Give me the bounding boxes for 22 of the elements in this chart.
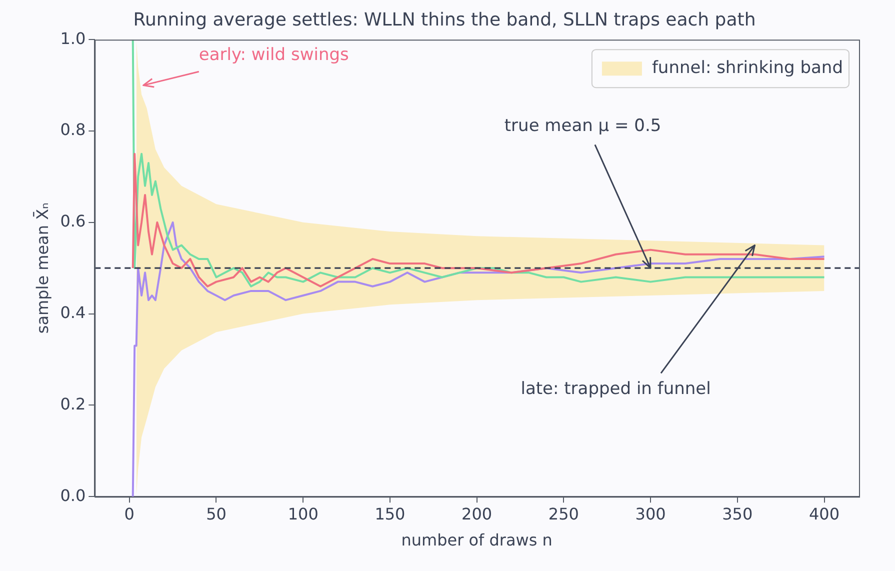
x-tick-label: 100 [288, 504, 318, 524]
y-tick-label: 0.8 [60, 120, 86, 140]
x-tick-label: 50 [206, 504, 226, 524]
x-tick-label: 300 [635, 504, 666, 524]
y-tick-label: 0.0 [60, 486, 86, 505]
legend-label: funnel: shrinking band [652, 58, 844, 78]
annotation: early: wild swings [198, 45, 350, 66]
x-tick-label: 350 [722, 504, 753, 524]
chart-title: Running average settles: WLLN thins the band, SLLN traps each path [133, 9, 756, 30]
x-tick-label: 250 [548, 504, 579, 524]
x-tick-label: 200 [462, 504, 492, 524]
y-axis-title: sample mean X̄ₙ [32, 202, 52, 334]
annotation: late: trapped in funnel [520, 379, 711, 400]
x-axis-title: number of draws n [401, 530, 552, 550]
annotation: true mean μ = 0.5 [504, 116, 662, 136]
y-tick-label: 0.6 [60, 212, 86, 231]
y-tick-label: 0.2 [60, 394, 86, 414]
y-tick-label: 0.4 [60, 302, 86, 322]
x-tick-label: 0 [124, 504, 134, 524]
y-tick-label: 1.0 [60, 28, 86, 48]
x-tick-label: 150 [374, 504, 406, 524]
x-tick-label: 400 [808, 504, 840, 524]
